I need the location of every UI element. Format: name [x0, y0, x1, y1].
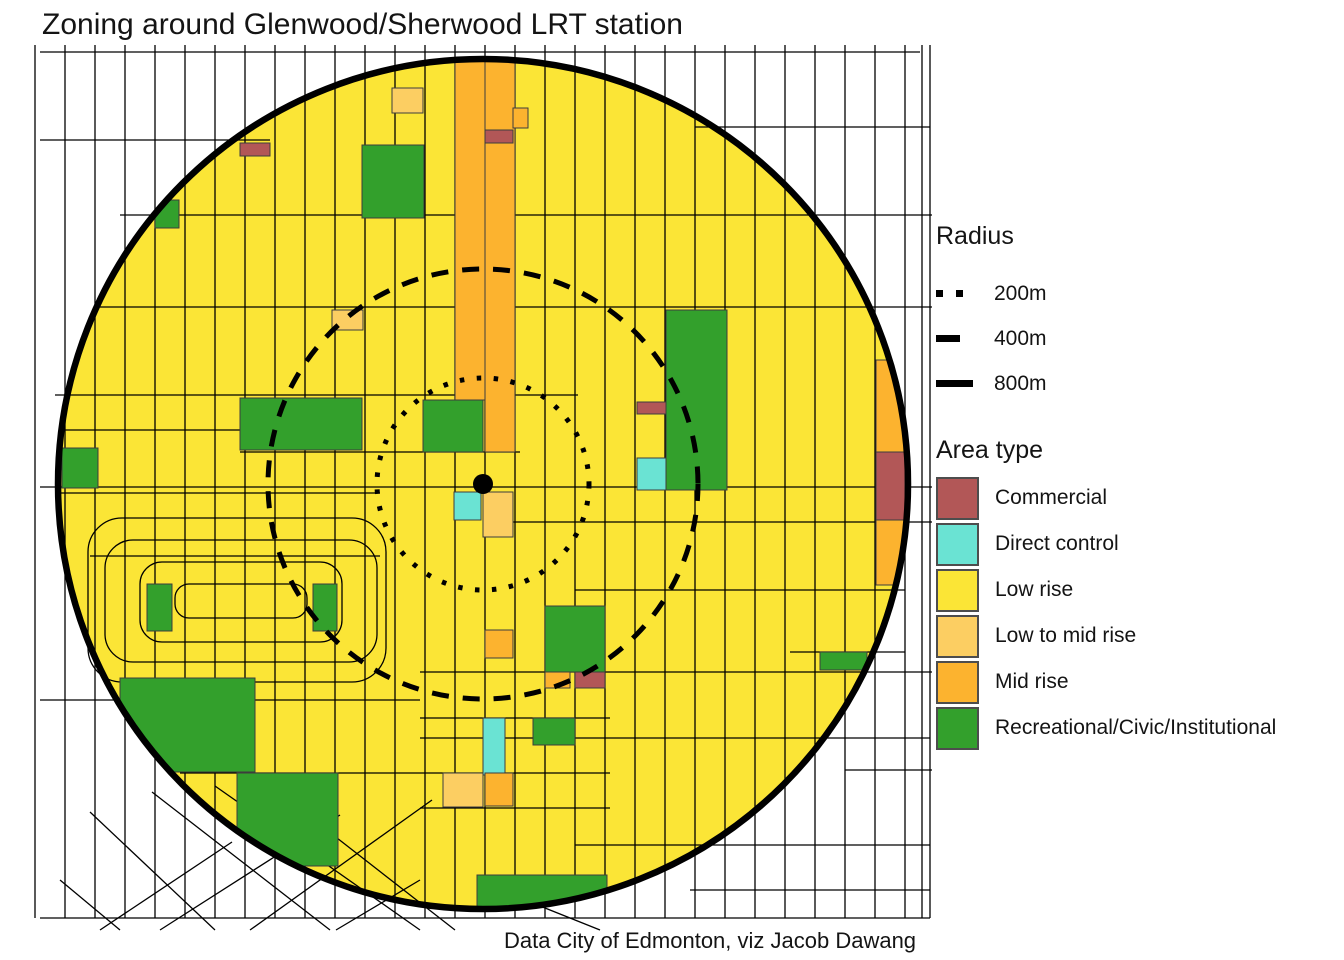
zone-patch-mid_rise	[454, 59, 486, 401]
zone-patch-recreational	[532, 717, 576, 746]
zone-patch-direct_control	[453, 491, 482, 521]
area-item-commercial: Commercial	[936, 475, 1336, 521]
area-item-label: Low to mid rise	[995, 624, 1137, 647]
zone-patch-commercial	[574, 671, 606, 689]
area-item-low_rise: Low rise	[936, 567, 1336, 613]
radius-legend-items: 200m 400m 800m	[936, 271, 1336, 406]
radius-circle-400m	[265, 266, 701, 702]
area-item-label: Direct control	[995, 532, 1119, 555]
solid-line-symbol	[936, 380, 994, 387]
zone-patch-recreational	[544, 605, 606, 673]
area-item-mid_rise: Mid rise	[936, 659, 1336, 705]
area-item-direct_control: Direct control	[936, 521, 1336, 567]
area-item-label: Recreational/Civic/Institutional	[995, 716, 1277, 739]
area-legend-title: Area type	[936, 436, 1044, 464]
radius-item-label: 800m	[994, 371, 1047, 395]
zone-patch-low_mid_rise	[442, 772, 484, 808]
area-item-label: Low rise	[995, 578, 1074, 601]
area-legend-items: Commercial Direct control Low rise Low to m…	[936, 475, 1336, 751]
zone-patch-mid_rise	[484, 772, 514, 807]
zone-patch-mid_rise	[484, 59, 516, 453]
radius-circle-800m	[54, 55, 912, 913]
radius-item-label: 400m	[994, 326, 1047, 350]
area-legend: Area type Commercial Direct control Low ri…	[936, 436, 1336, 751]
page-title: Zoning around Glenwood/Sherwood LRT stat…	[42, 8, 683, 41]
color-swatch-mid_rise	[936, 660, 979, 704]
radius-legend-title: Radius	[936, 222, 1014, 250]
dashed-line-symbol	[936, 335, 994, 342]
zoning-map	[34, 45, 932, 931]
dot-glyph	[956, 290, 963, 297]
radius-item-800m: 800m	[936, 361, 1336, 406]
zone-patch-recreational	[819, 651, 868, 671]
zone-patch-direct_control	[636, 457, 667, 491]
solid-glyph	[936, 380, 973, 387]
area-item-label: Commercial	[995, 486, 1108, 509]
zone-patch-commercial	[239, 142, 271, 157]
dashed-glyph	[936, 335, 960, 342]
radius-circle-200m	[374, 375, 592, 593]
zone-patch-low_mid_rise	[391, 87, 424, 114]
color-swatch-recreational	[936, 706, 979, 750]
zone-patch-mid_rise	[484, 629, 514, 659]
zone-patch-low_mid_rise	[331, 309, 364, 331]
zone-patch-recreational	[119, 677, 256, 773]
zone-patch-recreational	[361, 144, 425, 219]
zone-patch-recreational	[312, 583, 338, 632]
dot-glyph	[936, 290, 943, 297]
zone-patch-recreational	[422, 399, 484, 453]
area-item-recreational: Recreational/Civic/Institutional	[936, 705, 1336, 751]
radius-legend: Radius 200m 400m 800m	[936, 222, 1336, 406]
area-item-label: Mid rise	[995, 670, 1069, 693]
zone-patch-commercial	[875, 451, 906, 521]
radius-item-200m: 200m	[936, 271, 1336, 316]
zone-patch-recreational	[665, 309, 728, 491]
zone-patch-commercial	[484, 129, 514, 144]
zone-patch-recreational	[146, 583, 173, 632]
zone-patch-low_mid_rise	[482, 491, 514, 538]
color-swatch-low_mid_rise	[936, 614, 979, 658]
zone-patch-recreational	[239, 397, 363, 451]
area-item-low_mid_rise: Low to mid rise	[936, 613, 1336, 659]
zone-patch-recreational	[236, 772, 339, 867]
zone-patch-mid_rise	[512, 107, 529, 129]
legend-panel: Radius 200m 400m 800m Area type Commercial…	[936, 222, 1336, 751]
station-marker	[473, 474, 493, 494]
color-swatch-commercial	[936, 476, 979, 520]
zone-patch-commercial	[636, 401, 667, 415]
color-swatch-direct_control	[936, 522, 979, 566]
radius-item-label: 200m	[994, 281, 1047, 305]
zone-patch-recreational	[61, 447, 99, 489]
dotted-line-symbol	[936, 290, 994, 297]
zone-patch-direct_control	[482, 717, 506, 776]
data-credit-caption: Data City of Edmonton, viz Jacob Dawang	[503, 928, 917, 953]
color-swatch-low_rise	[936, 568, 979, 612]
radius-item-400m: 400m	[936, 316, 1336, 361]
